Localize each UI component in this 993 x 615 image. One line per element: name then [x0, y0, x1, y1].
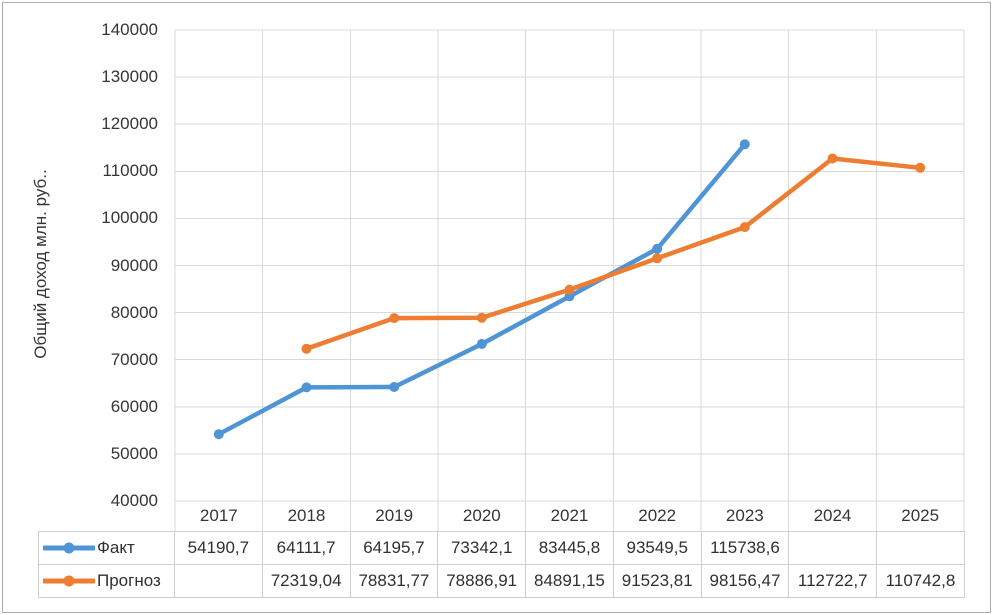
data-point-marker	[739, 222, 750, 233]
legend-swatch-forecast-icon	[43, 575, 95, 587]
series-fact	[213, 139, 750, 440]
legend-cell-forecast: Прогноз	[39, 565, 174, 597]
table-value-cell: 64111,7	[262, 532, 350, 564]
series-name-label: Факт	[97, 538, 135, 557]
data-point-marker	[301, 382, 312, 393]
y-axis-title: Общий доход млн. руб..	[31, 169, 50, 359]
data-point-marker	[476, 339, 487, 349]
data-point-marker	[564, 284, 575, 295]
y-tick-label: 60000	[110, 396, 158, 416]
y-tick-label: 50000	[110, 443, 158, 463]
legend-cell-fact: Факт	[39, 532, 174, 564]
table-value-cell: 73342,1	[438, 532, 526, 564]
x-tick-label: 2018	[287, 506, 326, 525]
data-point-marker	[915, 162, 926, 173]
data-point-marker	[389, 313, 400, 324]
x-tick-label: 2017	[199, 506, 238, 525]
x-tick-label: 2023	[725, 506, 764, 525]
x-tick-label: 2021	[550, 506, 589, 525]
x-tick-label: 2022	[638, 506, 677, 525]
data-point-marker	[476, 312, 487, 323]
table-value-cell: 115738,6	[701, 532, 789, 564]
y-tick-label: 120000	[101, 114, 158, 134]
gridlines	[174, 29, 965, 531]
table-value-cell	[175, 565, 262, 597]
y-tick-label: 70000	[110, 349, 158, 369]
table-value-cell: 78831,77	[350, 565, 438, 597]
table-value-cell: 64195,7	[350, 532, 438, 564]
table-value-cell: 112722,7	[789, 565, 877, 597]
table-value-cell: 91523,81	[613, 565, 701, 597]
data-point-marker	[213, 429, 224, 440]
y-tick-label: 110000	[102, 161, 158, 181]
table-value-cell: 84891,15	[526, 565, 613, 597]
y-tick-label: 100000	[101, 208, 158, 228]
data-point-marker	[652, 243, 663, 254]
y-tick-label: 130000	[101, 67, 158, 87]
table-value-cell: 72319,04	[262, 565, 350, 597]
data-table: Факт 54190,7 64111,7 64195,7 73342,1 83445,8 9…	[38, 531, 965, 598]
series-line	[304, 156, 923, 352]
y-tick-label: 90000	[110, 255, 158, 275]
legend-swatch-fact-icon	[43, 542, 95, 554]
series-line	[216, 142, 748, 437]
x-tick-label: 2024	[813, 506, 852, 525]
x-tick-label: 2020	[462, 506, 501, 525]
series-name-label: Прогноз	[97, 571, 161, 590]
x-tick-label: 2025	[901, 506, 940, 525]
table-value-cell: 83445,8	[526, 532, 613, 564]
x-tick-label: 2019	[375, 506, 414, 525]
plot-area	[174, 29, 965, 531]
table-value-cell: 110742,8	[877, 565, 964, 597]
table-value-cell: 54190,7	[175, 532, 262, 564]
y-tick-label: 140000	[101, 20, 158, 39]
table-value-cell: 93549,5	[613, 532, 701, 564]
data-point-marker	[652, 253, 663, 264]
data-point-marker	[827, 153, 838, 164]
table-value-cell	[789, 532, 877, 564]
data-point-marker	[389, 382, 400, 392]
table-value-cell: 78886,91	[438, 565, 526, 597]
table-value-cell	[877, 532, 964, 564]
series-forecast	[301, 153, 926, 354]
data-point-marker	[301, 343, 312, 354]
y-tick-label: 40000	[110, 491, 158, 510]
table-value-cell: 98156,47	[701, 565, 789, 597]
data-point-marker	[739, 139, 750, 150]
y-tick-label: 80000	[110, 302, 158, 322]
